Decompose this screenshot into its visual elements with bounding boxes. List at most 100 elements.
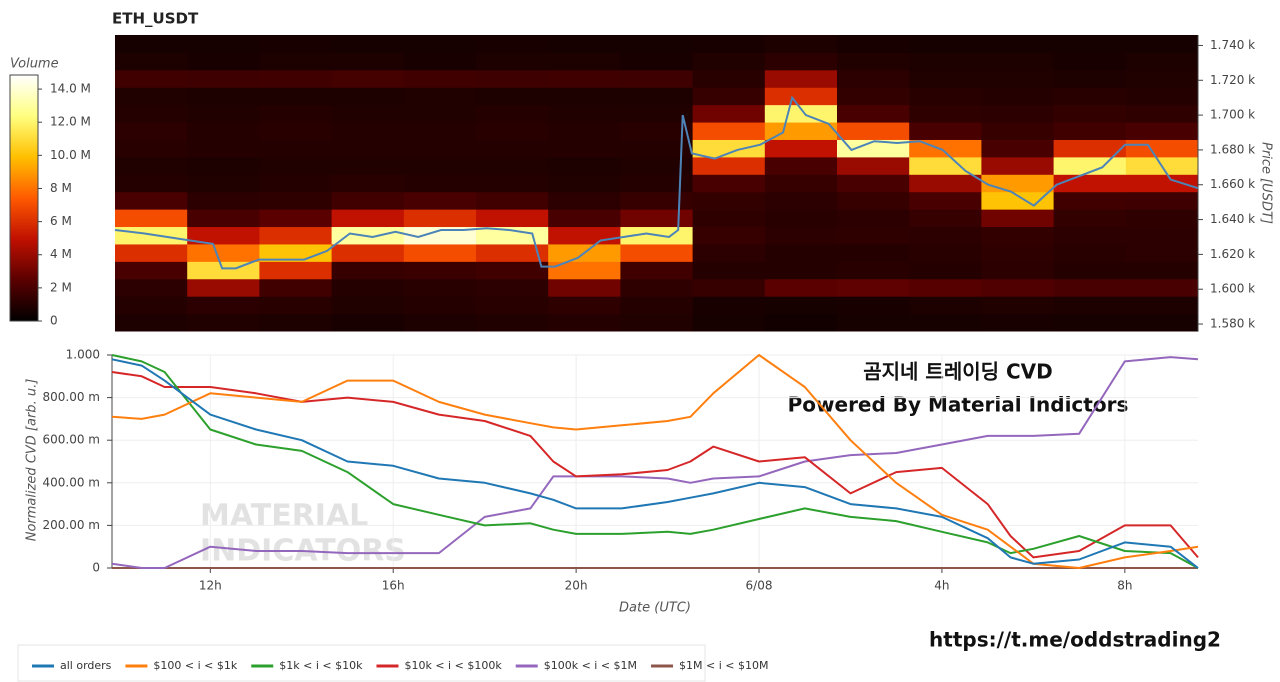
heatmap-cell [548,261,621,280]
heatmap-cell [837,243,910,262]
heatmap-cell [187,209,260,228]
heatmap-cell [1125,69,1199,88]
heatmap-cell [259,243,333,262]
heatmap-cell [476,69,549,88]
heatmap-cell [764,69,838,88]
heatmap-cell [764,52,838,71]
heatmap-cell [331,156,405,175]
heatmap-cell [476,243,549,262]
heatmap-cell [692,69,766,88]
heatmap-cell [548,209,621,228]
x-axis-label: Date (UTC) [619,601,691,616]
heatmap-cell [764,87,838,106]
series-line [111,358,1199,569]
heatmap-cell [548,122,621,140]
heatmap-cell [476,313,549,332]
heatmap-cell [548,156,621,175]
heatmap-cell [259,104,333,123]
heatmap-cell [476,226,549,245]
heatmap-cell [620,87,694,106]
heatmap-cell [187,69,260,88]
x-tick-label: 20h [565,579,588,593]
heatmap-cell [981,313,1055,332]
legend-label: $10k < i < $100k [404,659,502,672]
heatmap-cell [837,52,910,71]
y-tick-label: 1.700 k [1210,108,1255,122]
heatmap-cell [403,209,477,228]
heatmap-cell [187,104,260,123]
heatmap-cell [909,261,982,280]
colorbar-tick-label: 14.0 M [50,82,91,96]
heatmap-cell [981,243,1055,262]
heatmap-cell [620,313,694,332]
y-axis-label: Price [USDT] [1259,142,1274,224]
colorbar-title: Volume [10,57,59,72]
heatmap-cell [331,209,405,228]
heatmap-cell [403,313,477,332]
heatmap-cell [1053,87,1127,106]
heatmap-cell [548,278,621,297]
heatmap-cell [403,139,477,158]
heatmap-cell [620,261,694,280]
heatmap-cell [1125,35,1199,53]
legend-label: $100 < i < $1k [153,659,237,672]
heatmap-cell [259,191,333,210]
heatmap-cell [981,209,1055,228]
heatmap-cell [115,209,188,228]
y-tick-label: 1.580 k [1210,317,1255,331]
heatmap-cell [259,87,333,106]
heatmap-cell [115,191,188,210]
heatmap-cell [1125,278,1199,297]
x-tick-label: 12h [199,579,222,593]
heatmap-cell [259,139,333,158]
heatmap-cell [187,122,260,140]
heatmap-cell [1125,296,1199,315]
heatmap-cell [331,174,405,193]
heatmap-cell [692,261,766,280]
y-tick-label: 1.740 k [1210,38,1255,52]
heatmap-cell [620,174,694,193]
heatmap-cell [476,278,549,297]
heatmap-cell [259,156,333,175]
heatmap-cell [403,174,477,193]
heatmap-cell [115,243,188,262]
heatmap-cell [403,261,477,280]
heatmap-cell [115,174,188,193]
heatmap-cell [548,313,621,332]
heatmap-cell [1125,313,1199,332]
heatmap-cell [909,104,982,123]
heatmap-cell [259,261,333,280]
colorbar-tick-label: 6 M [50,214,72,228]
watermark: MATERIAL [200,499,368,534]
heatmap-cell [764,226,838,245]
heatmap-cell [331,313,405,332]
colorbar [9,74,39,322]
heatmap-cell [1053,313,1127,332]
heatmap-cell [909,191,982,210]
heatmap-cell [909,209,982,228]
heatmap-cell [692,296,766,315]
heatmap-cell [476,122,549,140]
colorbar-tick-label: 8 M [50,181,72,195]
heatmap-cell [187,174,260,193]
heatmap-cell [1125,191,1199,210]
x-tick-label: 4h [934,579,949,593]
heatmap-cell [981,35,1055,53]
heatmap-cell [764,278,838,297]
heatmap-cell [909,313,982,332]
heatmap-cell [981,104,1055,123]
heatmap-cell [1125,87,1199,106]
heatmap-cell [764,35,838,53]
heatmap-cell [837,226,910,245]
heatmap-cell [476,174,549,193]
y-tick-label: 1.720 k [1210,73,1255,87]
annotation: 곰지네 트레이딩 CVD [863,360,1052,384]
heatmap-cell [692,191,766,210]
heatmap-cell [981,156,1055,175]
heatmap-cell [1125,52,1199,71]
heatmap-cell [115,313,188,332]
heatmap-cell [403,104,477,123]
heatmap-cell [1053,174,1127,193]
legend-label: $1k < i < $10k [279,659,363,672]
heatmap-cell [1125,139,1199,158]
